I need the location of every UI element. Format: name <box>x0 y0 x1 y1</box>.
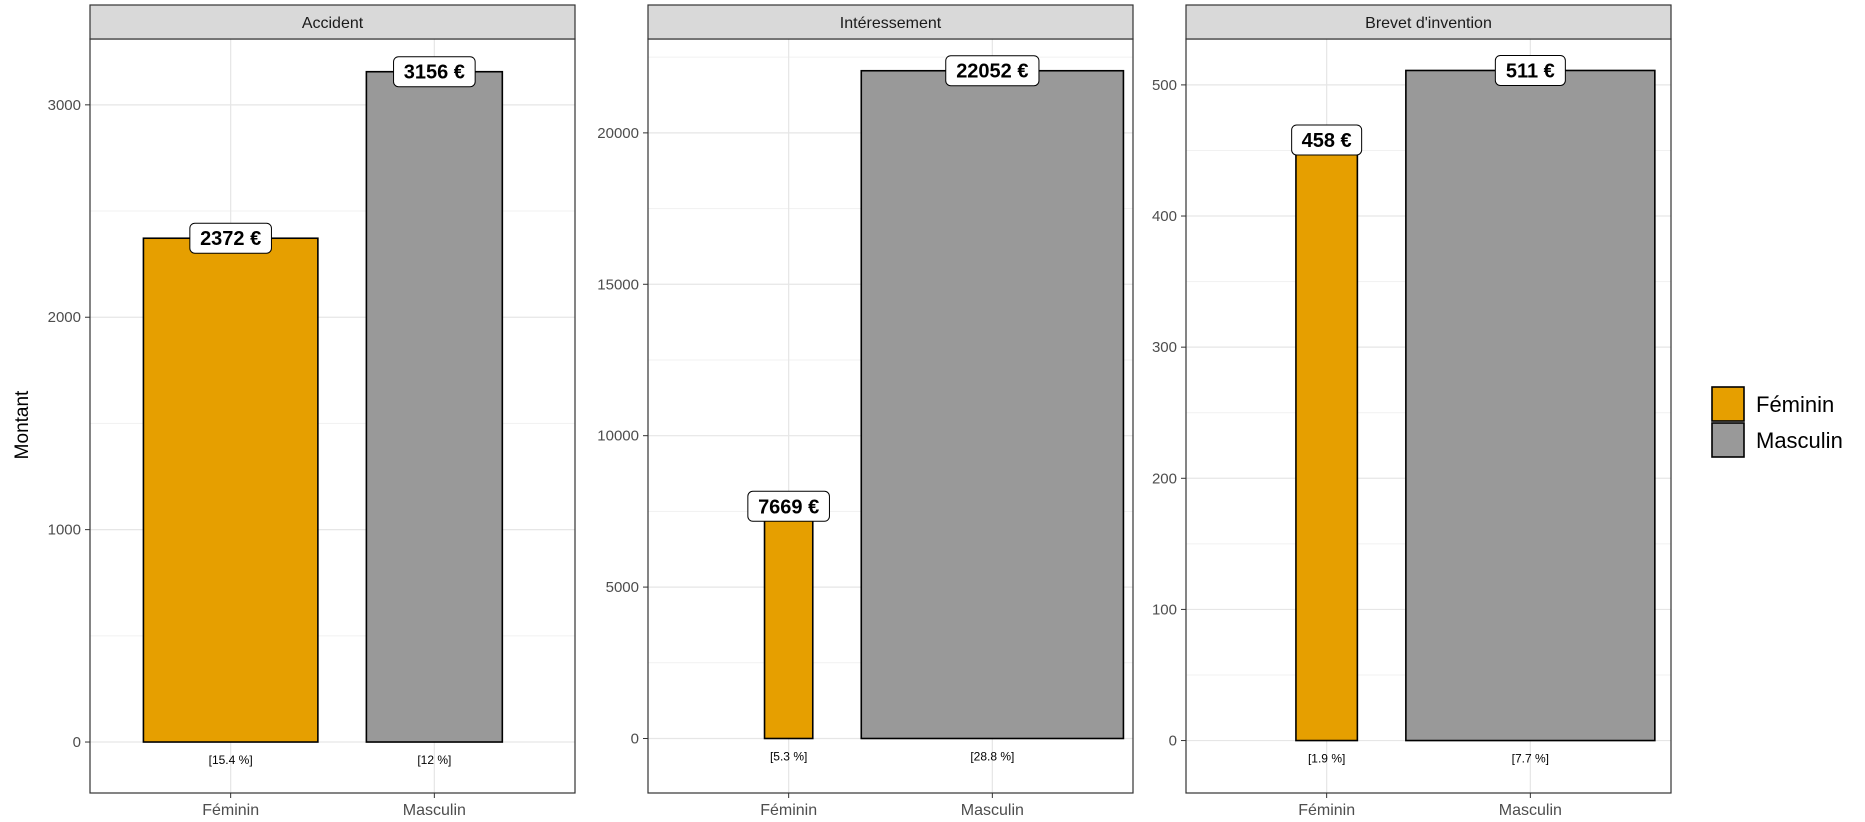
y-tick-label: 100 <box>1152 601 1177 618</box>
percent-label: [1.9 %] <box>1308 752 1345 766</box>
facet-strip <box>1185 4 1672 40</box>
percent-label: [28.8 %] <box>970 749 1014 763</box>
y-tick-label: 300 <box>1152 339 1177 356</box>
y-tick-label: 1000 <box>48 522 81 539</box>
value-label-box <box>189 222 272 254</box>
y-tick-label: 20000 <box>597 125 639 142</box>
percent-label: [15.4 %] <box>209 753 253 767</box>
value-label: 3156 € <box>404 62 465 84</box>
facet-3: 0 100 200 300 400 500 458 € [1.9 %] Féminin 511 €… <box>1152 4 1672 819</box>
facet-strip <box>89 4 576 40</box>
y-axis-title: Montant <box>12 390 33 459</box>
value-label-box <box>1291 124 1363 156</box>
value-label-box <box>747 490 830 522</box>
facet-title: Brevet d'invention <box>1365 15 1492 32</box>
facet-2: 0 5000 10000 15000 20000 7669 € [5.3 %] Féminin… <box>597 4 1134 819</box>
bar-masculin <box>365 70 504 743</box>
y-tick-label: 0 <box>631 730 639 747</box>
bar-feminin <box>142 237 319 743</box>
legend-key-feminin <box>1711 386 1745 422</box>
percent-label: [12 %] <box>417 753 451 767</box>
legend-label: Féminin <box>1756 392 1834 417</box>
value-label-box <box>393 56 476 88</box>
bar-masculin <box>860 69 1125 740</box>
y-tick-label: 2000 <box>48 309 81 326</box>
y-tick-label: 0 <box>1169 733 1177 750</box>
x-tick-label: Masculin <box>403 802 466 819</box>
x-tick-label: Masculin <box>1499 802 1562 819</box>
bar-masculin <box>1405 69 1656 742</box>
value-label: 2372 € <box>200 228 261 250</box>
value-label-box <box>945 55 1040 87</box>
y-tick-label: 400 <box>1152 208 1177 225</box>
bar-feminin <box>763 505 814 740</box>
y-tick-label: 3000 <box>48 97 81 114</box>
facet-strip <box>647 4 1134 40</box>
value-label-box <box>1494 54 1566 86</box>
percent-label: [5.3 %] <box>770 749 807 763</box>
facet-1: 0 1000 2000 3000 2372 € [15.4 %] Féminin 3156 €… <box>48 4 576 819</box>
y-tick-label: 5000 <box>606 579 639 596</box>
x-tick-label: Féminin <box>1298 802 1355 819</box>
value-label: 22052 € <box>956 61 1028 83</box>
legend-label: Masculin <box>1756 428 1843 453</box>
y-tick-label: 0 <box>73 734 81 751</box>
legend-key-masculin <box>1711 422 1745 458</box>
facet-title: Intéressement <box>840 15 942 32</box>
value-label: 511 € <box>1506 60 1555 82</box>
x-tick-label: Masculin <box>961 802 1024 819</box>
value-label: 458 € <box>1302 130 1352 152</box>
y-tick-label: 15000 <box>597 276 639 293</box>
y-tick-label: 200 <box>1152 470 1177 487</box>
percent-label: [7.7 %] <box>1512 752 1549 766</box>
x-tick-label: Féminin <box>202 802 259 819</box>
value-label: 7669 € <box>758 496 819 518</box>
facet-title: Accident <box>302 15 364 32</box>
bar-feminin <box>1295 139 1359 742</box>
y-tick-label: 500 <box>1152 77 1177 94</box>
x-tick-label: Féminin <box>760 802 817 819</box>
y-tick-label: 10000 <box>597 428 639 445</box>
legend: Féminin Masculin <box>1711 386 1843 458</box>
